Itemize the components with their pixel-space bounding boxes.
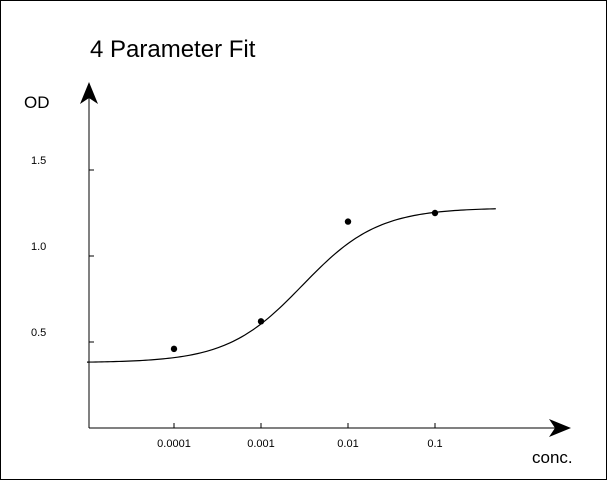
y-axis-label: OD [24,93,50,112]
x-tick-label: 0.001 [247,438,275,450]
y-tick-label: 0.5 [31,327,46,339]
data-point [170,345,178,353]
x-axis-label: conc. [532,448,573,467]
y-tick-label: 1.5 [31,155,46,167]
data-point [431,209,439,217]
y-axis-arrow-icon [80,82,98,104]
x-axis-arrow-icon [549,419,571,437]
x-tick-label: 0.1 [427,438,442,450]
x-tick-label: 0.01 [337,438,358,450]
fit-curve-line [86,208,496,363]
data-point [344,218,352,225]
chart-title: 4 Parameter Fit [90,36,256,63]
y-tick-label: 1.0 [31,241,46,253]
x-tick-label: 0.0001 [157,438,191,450]
data-point [257,318,265,325]
